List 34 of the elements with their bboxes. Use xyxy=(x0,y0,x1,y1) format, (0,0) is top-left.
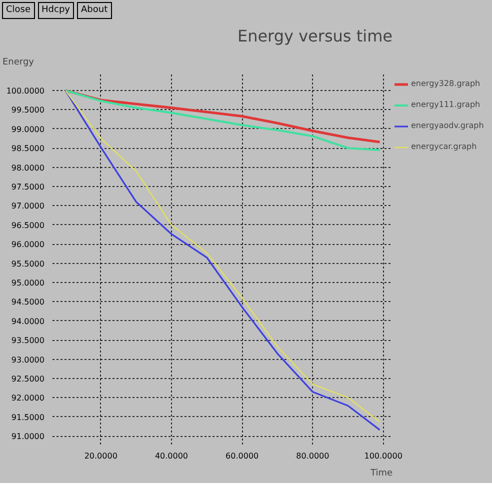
y-tick-label: 91.5000 xyxy=(11,412,45,422)
chart-title: Energy versus time xyxy=(237,26,393,46)
y-tick-label: 96.0000 xyxy=(11,240,45,249)
y-tick-label: 93.0000 xyxy=(11,355,45,364)
y-tick-label: 94.0000 xyxy=(11,316,45,326)
y-tick-label: 92.5000 xyxy=(11,374,45,384)
y-axis-title: Energy xyxy=(2,57,35,68)
y-tick-label: 93.5000 xyxy=(11,336,45,345)
y-tick-label: 97.5000 xyxy=(11,182,45,192)
legend-label: energy111.graph xyxy=(411,100,480,110)
x-tick-label: 100.0000 xyxy=(364,451,402,460)
x-tick-label: 80.0000 xyxy=(296,451,330,460)
text: Close xyxy=(6,4,31,17)
y-tick-label: 92.0000 xyxy=(11,394,45,403)
x-axis-title: Time xyxy=(369,468,393,478)
y-tick-label: 99.5000 xyxy=(11,106,45,115)
x-tick-label: 40.0000 xyxy=(154,451,188,460)
y-tick-label: 96.5000 xyxy=(11,220,45,230)
y-tick-label: 95.0000 xyxy=(11,278,45,288)
y-tick-label: 97.0000 xyxy=(11,202,45,211)
y-tick-label: 98.0000 xyxy=(11,163,45,172)
y-tick-label: 98.5000 xyxy=(11,144,45,153)
y-tick-label: 91.0000 xyxy=(11,432,45,441)
y-tick-label: 99.0000 xyxy=(11,124,45,134)
legend-label: energy328.graph xyxy=(411,79,480,88)
y-tick-label: 95.5000 xyxy=(11,259,45,268)
text: Hdcpy xyxy=(42,4,70,17)
legend-label: energyaodv.graph xyxy=(411,121,484,130)
y-tick-label: 100.0000 xyxy=(6,86,44,96)
x-tick-label: 20.0000 xyxy=(84,451,118,460)
y-tick-label: 94.5000 xyxy=(11,298,45,307)
x-tick-label: 60.0000 xyxy=(226,451,259,460)
text: About xyxy=(81,4,108,17)
legend-label: energycar.graph xyxy=(411,142,477,152)
